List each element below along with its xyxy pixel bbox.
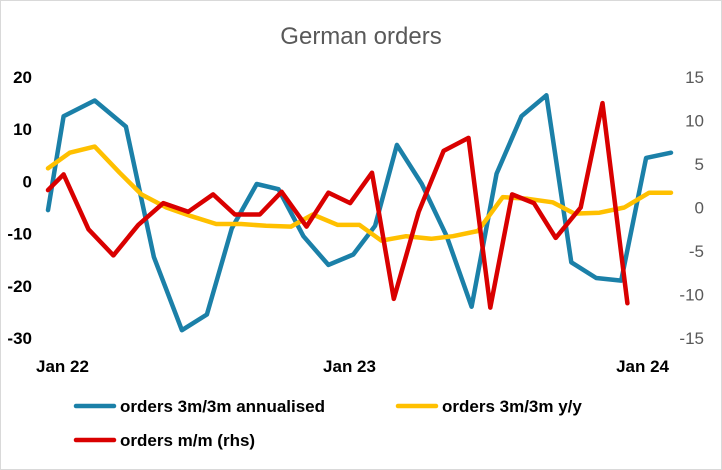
- legend-label: orders m/m (rhs): [120, 431, 255, 450]
- right-tick-label: -5: [689, 242, 704, 261]
- x-axis-ticks: Jan 22 Jan 23 Jan 24: [36, 357, 670, 376]
- legend-label: orders 3m/3m y/y: [442, 397, 582, 416]
- left-tick-label: -20: [7, 277, 32, 296]
- left-tick-label: -10: [7, 225, 32, 244]
- right-tick-label: 5: [695, 155, 704, 174]
- right-tick-label: 15: [685, 68, 704, 87]
- left-axis-ticks: 20 10 0 -10 -20 -30: [7, 68, 32, 348]
- legend-label: orders 3m/3m annualised: [120, 397, 325, 416]
- x-tick-label: Jan 23: [323, 357, 376, 376]
- plot-area: [45, 93, 674, 333]
- right-axis-ticks: 15 10 5 0 -5 -10 -15: [679, 68, 704, 348]
- x-tick-label: Jan 22: [36, 357, 89, 376]
- chart-title: German orders: [280, 23, 441, 50]
- right-tick-label: -10: [679, 286, 704, 305]
- x-tick-label: Jan 24: [616, 357, 669, 376]
- right-tick-label: -15: [679, 329, 704, 348]
- legend: orders 3m/3m annualised orders 3m/3m y/y o…: [73, 397, 582, 450]
- series-line-3: [45, 100, 630, 310]
- left-tick-label: 20: [13, 68, 32, 87]
- left-tick-label: 10: [13, 120, 32, 139]
- series-line-2: [45, 144, 674, 243]
- right-tick-label: 10: [685, 112, 704, 131]
- series-line-1: [45, 93, 674, 333]
- left-tick-label: 0: [23, 172, 32, 191]
- left-tick-label: -30: [7, 329, 32, 348]
- right-tick-label: 0: [695, 199, 704, 218]
